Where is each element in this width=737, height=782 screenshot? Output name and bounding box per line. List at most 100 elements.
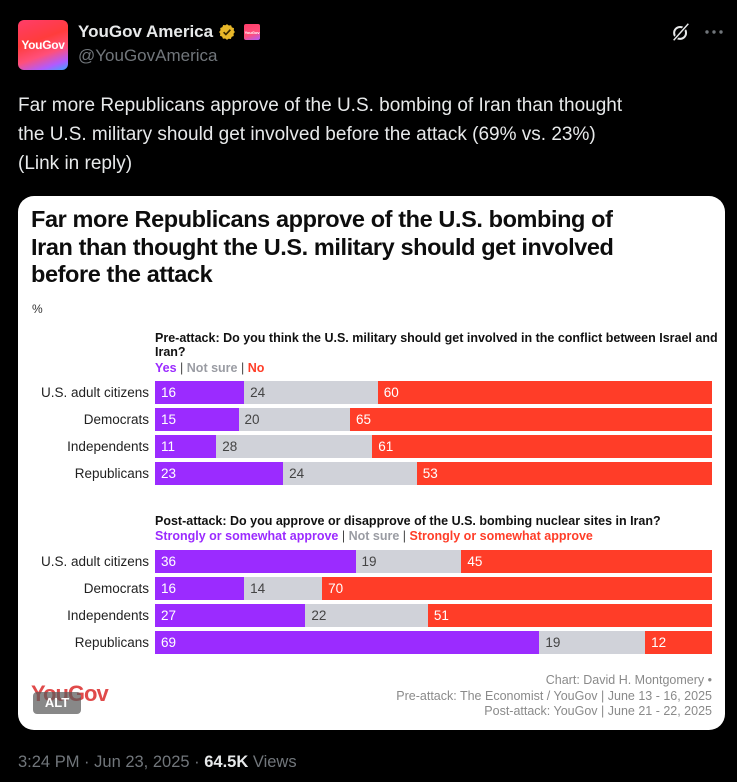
- bar-segment-yes: 27: [155, 604, 306, 627]
- bar-segment-unsure: 28: [216, 435, 373, 458]
- category-label: Independents: [67, 608, 149, 623]
- bar-row: 11 28 61: [155, 435, 712, 458]
- tweet-text-line: Far more Republicans approve of the U.S.…: [18, 95, 623, 116]
- bar-row: 69 19 12: [155, 631, 712, 654]
- unit-label: %: [32, 302, 43, 316]
- bar-value-label: 14: [250, 581, 266, 596]
- chart-title: Far more Republicans approve of the U.S.…: [31, 206, 721, 289]
- legend-disapprove: Strongly or somewhat approve: [409, 529, 593, 543]
- bar-value-label: 45: [467, 554, 483, 569]
- legend-yes: Yes: [155, 361, 177, 375]
- verified-badge-icon[interactable]: [218, 23, 236, 41]
- category-label: U.S. adult citizens: [40, 385, 149, 400]
- bar-segment-unsure: 24: [244, 381, 378, 404]
- bar-segment-unsure: 19: [539, 631, 646, 654]
- bar-segment-no: 65: [349, 408, 712, 431]
- views-label: Views: [252, 753, 297, 771]
- legend-separator: |: [180, 361, 184, 375]
- avatar-text: YouGov: [21, 38, 65, 52]
- chart-image[interactable]: Far more Republicans approve of the U.S.…: [18, 196, 725, 730]
- grok-icon[interactable]: [670, 21, 692, 43]
- category-label: Democrats: [83, 412, 149, 427]
- legend-separator: |: [240, 361, 245, 375]
- bar-segment-yes: 23: [155, 462, 284, 485]
- source-line: Chart: David H. Montgomery •: [545, 673, 712, 687]
- category-label: U.S. adult citizens: [40, 554, 149, 569]
- alt-text-button[interactable]: ALT: [33, 692, 81, 714]
- category-label: Republicans: [74, 635, 149, 650]
- bar-value-label: 53: [422, 466, 438, 481]
- meta-separator: ·: [194, 753, 200, 771]
- bar-segment-yes: 36: [155, 550, 356, 573]
- bar-value-label: 28: [222, 439, 238, 454]
- category-label: Independents: [67, 439, 149, 454]
- bar-segment-unsure: 14: [244, 577, 323, 600]
- source-line: Pre-attack: The Economist / YouGov | Jun…: [396, 688, 712, 703]
- bar-row: 23 24 53: [155, 462, 712, 485]
- bar-value-label: 23: [161, 466, 177, 481]
- legend-no: No: [247, 361, 265, 375]
- bar-segment-yes: 16: [155, 381, 245, 404]
- bar-segment-yes: 15: [155, 408, 239, 431]
- bar-value-label: 61: [378, 439, 394, 454]
- source-line: Post-attack: YouGov | June 21 - 22, 2025: [484, 704, 712, 718]
- tweet-text-line: (Link in reply): [18, 153, 133, 174]
- bar-row: 16 14 70: [155, 577, 712, 600]
- account-name[interactable]: YouGov America: [78, 22, 214, 41]
- bar-segment-yes: 11: [155, 435, 217, 458]
- bar-segment-no: 70: [322, 577, 712, 600]
- bar-value-label: 36: [161, 554, 177, 569]
- tweet-date[interactable]: Jun 23, 2025: [94, 753, 190, 771]
- meta-separator: ·: [84, 753, 90, 771]
- account-handle[interactable]: @YouGovAmerica: [78, 46, 218, 65]
- bar-row: 16 24 60: [155, 381, 712, 404]
- bar-segment-yes: 69: [155, 631, 540, 654]
- bar-segment-no: 51: [427, 604, 712, 627]
- affiliate-badge-icon[interactable]: YouGov: [244, 24, 261, 40]
- bar-value-label: 27: [161, 608, 177, 623]
- tweet-time[interactable]: 3:24 PM: [18, 753, 80, 771]
- bar-value-label: 24: [250, 385, 266, 400]
- chart-title-line: Far more Republicans approve of the U.S.…: [31, 206, 613, 232]
- bar-row: 27 22 51: [155, 604, 712, 627]
- bar-segment-no: 61: [372, 435, 712, 458]
- bar-segment-no: 12: [645, 631, 712, 654]
- tweet-text-line: the U.S. military should get involved be…: [18, 124, 596, 145]
- bar-row: 15 20 65: [155, 408, 712, 431]
- legend-not-sure: Not sure: [186, 361, 238, 375]
- pre-attack-question: Pre-attack: Do you think the U.S. milita…: [155, 331, 718, 359]
- bar-value-label: 65: [355, 412, 371, 427]
- avatar[interactable]: YouGov: [18, 20, 68, 70]
- bar-value-label: 70: [328, 581, 344, 596]
- tweet-meta: 3:24 PM · Jun 23, 2025 · 64.5K Views: [18, 753, 297, 772]
- chart-title-line: Iran than thought the U.S. military shou…: [31, 233, 614, 260]
- bar-row: 36 19 45: [155, 550, 712, 573]
- category-label: Democrats: [83, 581, 149, 596]
- bar-value-label: 24: [289, 466, 305, 481]
- bar-value-label: 19: [545, 635, 561, 650]
- bar-value-label: 69: [161, 635, 177, 650]
- bar-segment-no: 45: [461, 550, 712, 573]
- legend-separator: |: [341, 529, 346, 543]
- bar-value-label: 19: [361, 554, 377, 569]
- bar-segment-yes: 16: [155, 577, 245, 600]
- bar-value-label: 11: [161, 439, 176, 454]
- bar-value-label: 12: [651, 635, 667, 650]
- bar-value-label: 20: [244, 412, 260, 427]
- post-attack-question: Post-attack: Do you approve or disapprov…: [155, 514, 661, 528]
- bar-segment-unsure: 20: [238, 408, 350, 431]
- legend-approve: Strongly or somewhat approve: [155, 529, 339, 543]
- legend-not-sure: Not sure: [348, 529, 400, 543]
- bar-value-label: 51: [433, 608, 449, 623]
- bar-value-label: 22: [311, 608, 327, 623]
- post-attack-legend: Strongly or somewhat approve | Not sure …: [155, 529, 593, 543]
- bar-value-label: 16: [161, 385, 177, 400]
- chart-title-line: before the attack: [31, 261, 213, 287]
- bar-segment-unsure: 22: [305, 604, 428, 627]
- bar-value-label: 60: [383, 385, 399, 400]
- chart-source: Chart: David H. Montgomery • Pre-attack:…: [396, 673, 712, 720]
- more-icon[interactable]: [703, 22, 725, 42]
- bar-segment-no: 53: [416, 462, 712, 485]
- views-count: 64.5K: [204, 753, 249, 771]
- account-name-row: YouGov America YouGov: [78, 20, 261, 44]
